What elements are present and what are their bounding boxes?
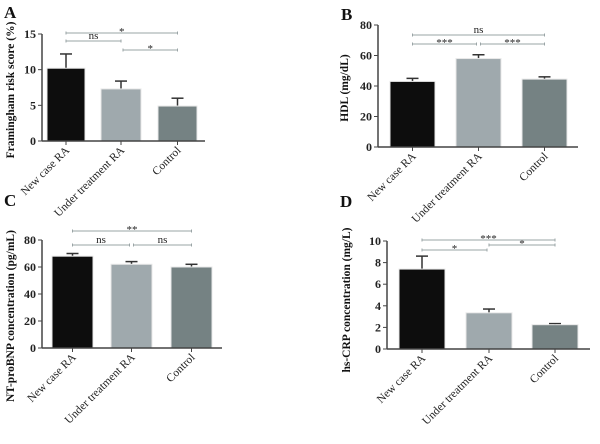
y-tick-label: 0: [30, 134, 36, 148]
x-tick-label: Control: [528, 353, 561, 386]
y-axis-label: hs-CRP concentration (mg/L): [341, 227, 353, 372]
y-tick-label: 0: [30, 341, 36, 355]
x-tick-label: Control: [517, 151, 550, 184]
y-tick-label: 40: [360, 79, 372, 93]
y-tick-label: 20: [24, 314, 36, 328]
significance-label: ns: [89, 30, 99, 42]
bar: [531, 324, 579, 350]
significance-label: *: [452, 243, 458, 255]
x-tick-label: Under treatment RA: [410, 150, 485, 225]
x-tick-label: New case RA: [19, 144, 73, 198]
y-tick-label: 0: [366, 140, 372, 154]
y-tick-label: 10: [369, 234, 381, 248]
bar: [110, 263, 153, 349]
significance-label: *: [148, 43, 154, 55]
significance-label: **: [127, 224, 138, 236]
y-tick-label: 2: [375, 320, 381, 334]
significance-label: ***: [436, 37, 453, 49]
significance-label: ***: [480, 233, 497, 245]
significance-label: ***: [504, 37, 521, 49]
y-axis-label: NT-proBNP concentration (pg/mL): [5, 230, 17, 402]
y-tick-label: 15: [24, 27, 36, 41]
x-tick-label: Under treatment RA: [420, 352, 495, 427]
x-tick-label: Control: [150, 145, 183, 178]
x-tick-label: Control: [164, 352, 197, 385]
y-tick-label: 80: [24, 233, 36, 247]
y-tick-label: 60: [24, 260, 36, 274]
bar: [157, 105, 198, 142]
bar: [398, 268, 446, 350]
y-axis-label: Framingham risk score (%): [5, 21, 17, 158]
y-tick-label: 20: [360, 110, 372, 124]
y-tick-label: 10: [24, 63, 36, 77]
panel-label: A: [4, 3, 17, 22]
y-tick-label: 80: [360, 18, 372, 32]
y-tick-label: 40: [24, 287, 36, 301]
x-tick-label: New case RA: [365, 150, 419, 204]
significance-label: *: [519, 238, 525, 250]
panel-d: Dhs-CRP concentration (mg/L) New case RAU…: [340, 192, 590, 428]
bar: [170, 266, 213, 349]
panel-label: C: [4, 191, 16, 210]
bar: [465, 312, 513, 350]
significance-label: ns: [474, 24, 484, 36]
bar: [521, 78, 568, 148]
y-axis-label: HDL (mg/dL): [339, 54, 351, 122]
x-tick-label: New case RA: [375, 352, 429, 406]
bar: [389, 80, 436, 148]
bar: [455, 58, 502, 148]
significance-label: ns: [96, 234, 106, 246]
y-tick-label: 6: [375, 277, 381, 291]
y-tick-label: 0: [375, 342, 381, 356]
significance-label: ns: [158, 234, 168, 246]
y-tick-label: 60: [360, 49, 372, 63]
y-tick-label: 5: [30, 98, 36, 112]
panel-label: D: [340, 192, 352, 211]
panel-c: C NT-proBNP concentration (pg/mL) New case…: [4, 191, 222, 427]
y-tick-label: 4: [375, 299, 381, 313]
y-tick-label: 8: [375, 256, 381, 270]
x-tick-label: New case RA: [25, 351, 79, 405]
bar: [100, 88, 142, 142]
bar: [51, 255, 94, 349]
significance-label: *: [119, 26, 125, 38]
panel-label: B: [341, 5, 352, 24]
bar: [46, 67, 86, 142]
